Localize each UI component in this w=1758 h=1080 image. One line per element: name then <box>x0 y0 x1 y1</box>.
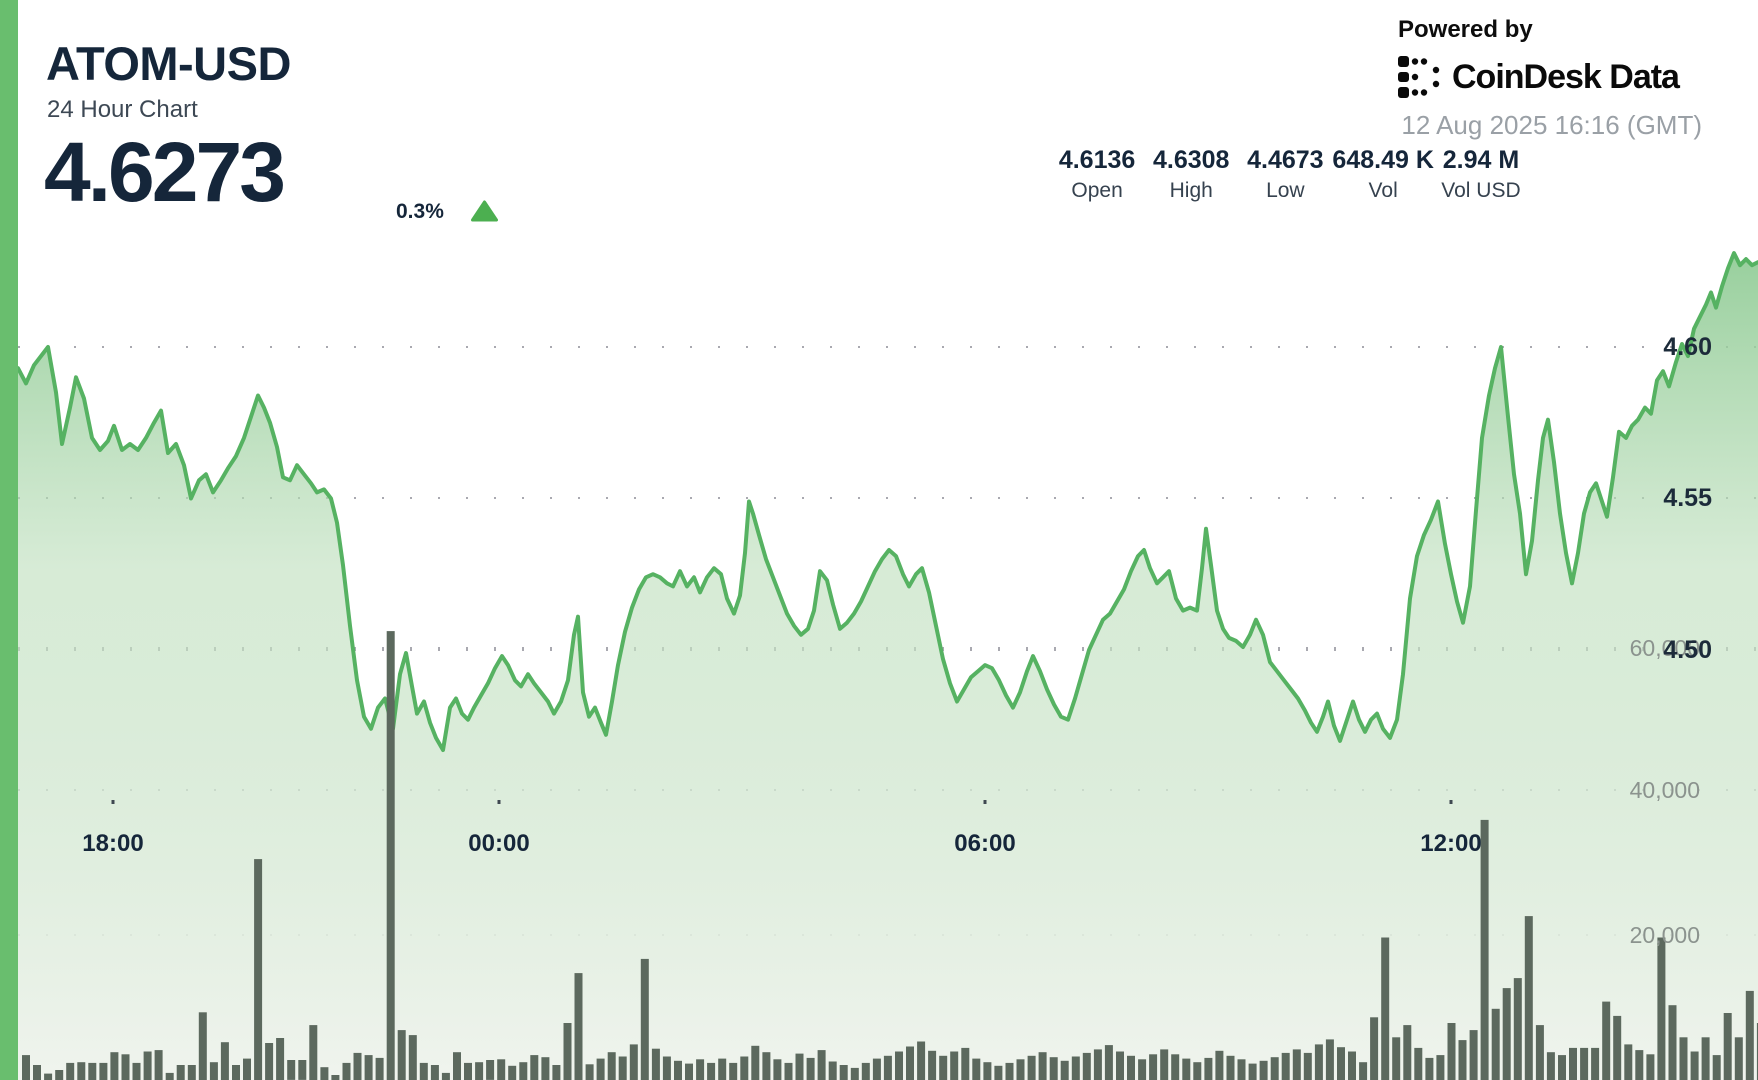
time-axis-label-0600: 06:00 <box>954 830 1016 857</box>
price-axis-label-4-60: 4.60 <box>1663 333 1712 361</box>
volume-axis-label-20000: 20,000 <box>1629 922 1700 948</box>
stats-row: 4.6136 Open 4.6308 High 4.4673 Low 648.4… <box>1050 146 1528 203</box>
stat-vol-usd: 2.94 M Vol USD <box>1434 146 1528 203</box>
volume-axis-label-40000: 40,000 <box>1629 777 1700 803</box>
timestamp: 12 Aug 2025 16:16 (GMT) <box>1401 110 1702 140</box>
up-triangle-icon <box>471 200 498 222</box>
price-axis-label-4-50: 4.50 <box>1663 636 1712 664</box>
price-area-fill <box>18 253 1758 1080</box>
stat-high: 4.6308 High <box>1144 146 1238 203</box>
time-axis-label-1200: 12:00 <box>1420 830 1482 857</box>
stat-low-label: Low <box>1266 179 1305 202</box>
change-percent: 0.3% <box>396 200 444 223</box>
stat-low-value: 4.4673 <box>1247 146 1324 174</box>
stat-open-value: 4.6136 <box>1058 146 1136 174</box>
stat-open: 4.6136 Open <box>1050 146 1144 203</box>
stat-high-label: High <box>1169 179 1213 202</box>
left-accent-bar <box>0 0 18 1080</box>
powered-by-label: Powered by <box>1398 16 1533 43</box>
stat-vol-usd-label: Vol USD <box>1441 179 1521 202</box>
page-title: ATOM-USD <box>46 37 291 90</box>
last-price: 4.6273 <box>44 125 286 219</box>
stat-vol-label: Vol <box>1368 179 1398 202</box>
stat-low: 4.4673 Low <box>1238 146 1332 203</box>
volume-bars <box>22 631 1758 1080</box>
time-axis-label-1800: 18:00 <box>82 830 144 857</box>
stat-high-value: 4.6308 <box>1152 146 1230 174</box>
price-line <box>16 251 1758 752</box>
brand-wordmark: CoinDesk Data <box>1452 57 1680 96</box>
time-tick-marks <box>111 800 1453 804</box>
stat-vol-value: 648.49 K <box>1332 146 1434 174</box>
stat-vol-usd-value: 2.94 M <box>1442 146 1520 174</box>
stat-vol: 648.49 K Vol <box>1332 146 1433 203</box>
price-axis-label-4-55: 4.55 <box>1663 484 1712 512</box>
coindesk-logo-icon <box>1398 56 1440 98</box>
volume-axis-label-60000: 60,000 <box>1629 635 1700 661</box>
chart-subtitle: 24 Hour Chart <box>47 96 198 123</box>
stat-open-label: Open <box>1071 179 1123 202</box>
brand-row: CoinDesk Data <box>1396 52 1680 102</box>
time-axis-label-0000: 00:00 <box>468 830 530 857</box>
